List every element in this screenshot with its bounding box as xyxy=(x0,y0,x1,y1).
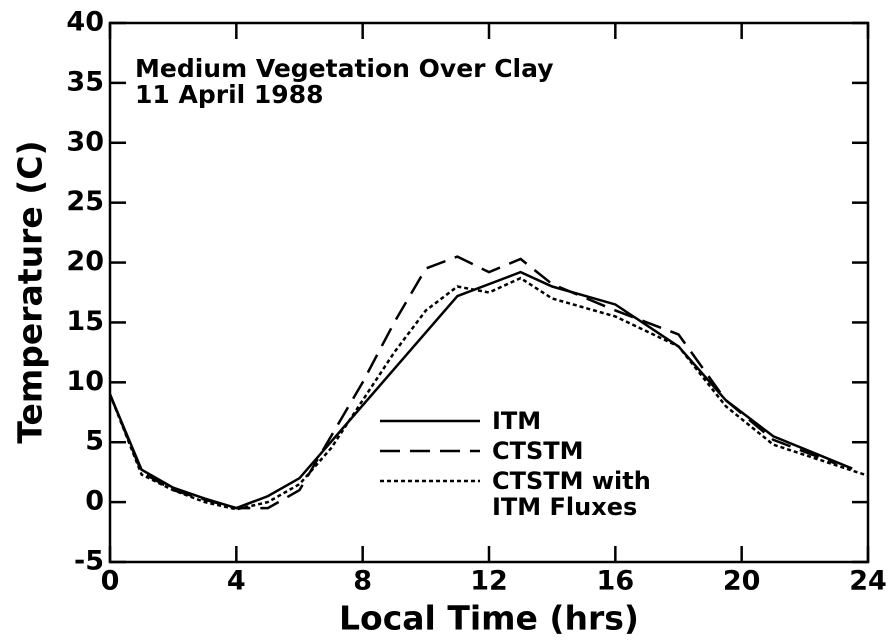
x-tick-label: 24 xyxy=(849,566,887,597)
legend-label: CTSTM with ITM Fluxes xyxy=(492,467,651,521)
legend-entry: CTSTM with ITM Fluxes xyxy=(380,468,710,520)
y-tick-label: 15 xyxy=(66,306,104,337)
y-tick-label: 0 xyxy=(85,486,104,517)
x-tick-label: 0 xyxy=(101,566,120,597)
legend-label: ITM xyxy=(492,407,542,435)
legend-label: CTSTM xyxy=(492,437,584,465)
y-tick-label: 5 xyxy=(85,426,104,457)
annotation: 11 April 1988 xyxy=(135,80,324,109)
y-tick-label: 20 xyxy=(66,246,104,277)
legend-swatch xyxy=(380,449,480,453)
y-tick-label: 10 xyxy=(66,366,104,397)
legend-entry: ITM xyxy=(380,408,710,434)
legend-entry: CTSTM xyxy=(380,438,710,464)
x-axis-label: Local Time (hrs) xyxy=(339,599,639,638)
y-tick-label: 35 xyxy=(66,66,104,97)
x-tick-label: 4 xyxy=(227,566,246,597)
x-tick-label: 12 xyxy=(470,566,508,597)
y-tick-label: -5 xyxy=(74,546,104,577)
y-tick-label: 30 xyxy=(66,126,104,157)
y-tick-label: 40 xyxy=(66,7,104,38)
x-tick-label: 8 xyxy=(353,566,372,597)
legend: ITM CTSTM CTSTM with ITM Fluxes xyxy=(380,408,710,524)
x-tick-label: 16 xyxy=(597,566,635,597)
y-axis-label: Temperature (C) xyxy=(11,140,50,443)
series-line xyxy=(108,255,837,510)
series-line xyxy=(108,270,853,510)
y-tick-label: 25 xyxy=(66,186,104,217)
annotation: Medium Vegetation Over Clay xyxy=(135,54,554,83)
legend-swatch xyxy=(380,419,480,423)
x-tick-label: 20 xyxy=(723,566,761,597)
legend-swatch xyxy=(380,479,480,483)
